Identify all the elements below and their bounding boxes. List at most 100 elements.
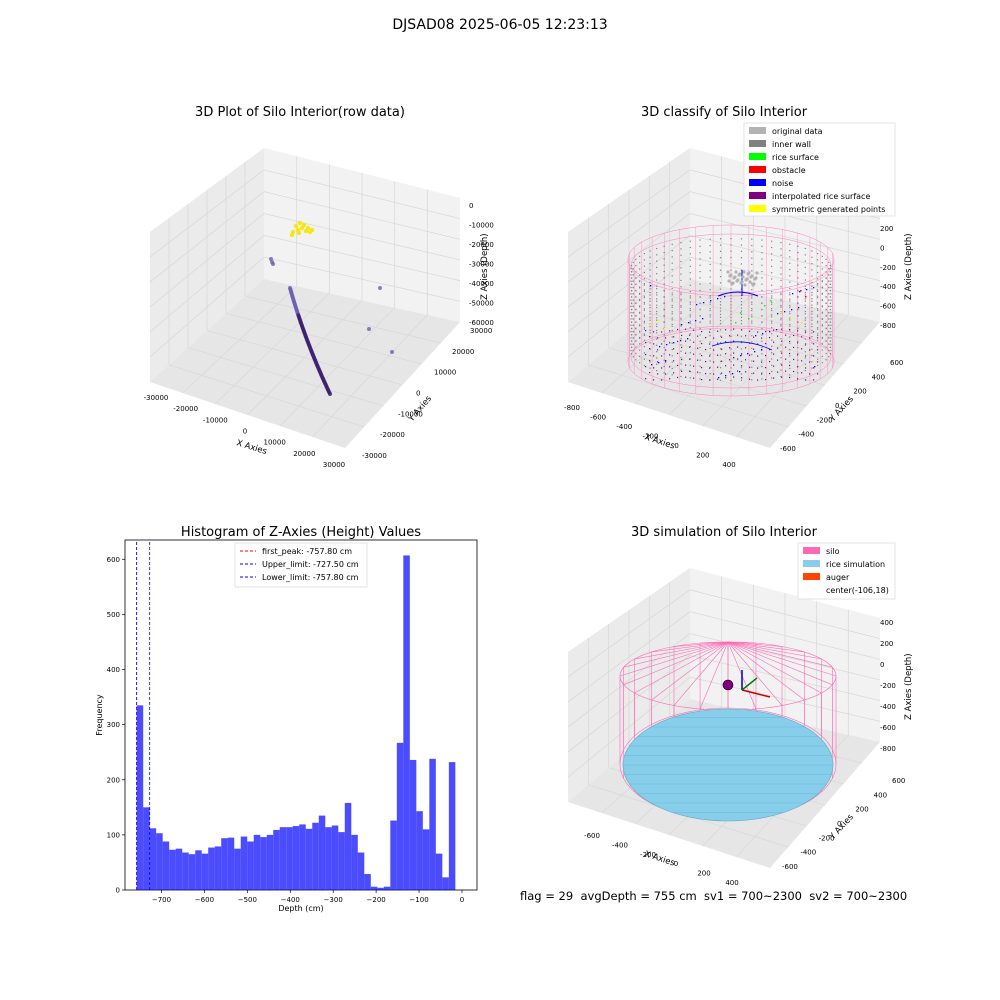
inner-wall-point [699, 308, 701, 310]
inner-wall-point [780, 317, 782, 319]
inner-wall-point [671, 262, 673, 264]
inner-wall-point [828, 312, 830, 314]
inner-wall-point [771, 278, 773, 280]
inner-wall-point [825, 277, 827, 279]
interpolated-point [729, 335, 731, 337]
inner-wall-point [821, 268, 823, 270]
interpolated-point [805, 367, 807, 369]
interpolated-point [665, 373, 667, 375]
inner-wall-point [630, 346, 633, 348]
panel1-y-tick-label: 20000 [452, 348, 474, 356]
inner-wall-point [709, 360, 711, 362]
inner-wall-point [699, 328, 701, 330]
inner-wall-point [689, 377, 691, 379]
panel-simulation: 3D simulation of Silo Interior silo rice … [567, 525, 914, 887]
inner-wall-point [771, 259, 773, 261]
inner-wall-point [821, 286, 823, 288]
noise-point [680, 340, 682, 342]
interpolated-point [789, 364, 791, 367]
inner-wall-point [797, 258, 799, 260]
noise-point [718, 377, 720, 379]
inner-wall-point [632, 286, 634, 289]
inner-wall-point [829, 264, 832, 267]
inner-wall-point [821, 318, 823, 320]
histogram-bar [344, 802, 352, 890]
interpolated-point [761, 361, 763, 363]
inner-wall-point [643, 295, 645, 297]
x-tick-label: −700 [152, 896, 171, 904]
inner-wall-point [719, 282, 722, 284]
inner-wall-point [639, 362, 641, 364]
data-point [328, 392, 332, 396]
histogram-bar [260, 837, 267, 890]
inner-wall-point [635, 334, 637, 336]
inner-wall-point [632, 343, 634, 345]
inner-wall-point [649, 342, 651, 344]
inner-wall-point [709, 309, 711, 312]
interpolated-point [729, 371, 731, 373]
histogram-bar [370, 886, 378, 890]
noise-point [695, 320, 697, 322]
inner-wall-point [780, 369, 782, 371]
inner-wall-point [680, 260, 682, 263]
interpolated-point [657, 373, 659, 375]
inner-wall-point [699, 365, 701, 368]
inner-wall-point [635, 265, 637, 267]
panel2-inner-wall-points [627, 225, 835, 396]
inner-wall-point [730, 379, 732, 382]
interpolated-point [709, 367, 711, 369]
interpolated-point [753, 336, 755, 338]
interpolated-point [725, 341, 727, 343]
interpolated-point [661, 343, 663, 345]
inner-wall-point [689, 240, 691, 242]
inner-wall-point [671, 300, 673, 302]
inner-wall-point [719, 329, 722, 331]
inner-wall-point [719, 238, 722, 240]
inner-wall-point [709, 297, 711, 299]
inner-wall-point [751, 314, 753, 316]
panel2-x-tick-label: -400 [616, 423, 632, 431]
noise-point [658, 362, 660, 364]
inner-wall-point [825, 290, 827, 292]
inner-wall-point [630, 296, 633, 298]
panel2-z-tick-label: -600 [880, 303, 896, 311]
inner-wall-point [630, 343, 632, 345]
inner-wall-point [639, 337, 641, 339]
interpolated-point [649, 360, 651, 362]
inner-wall-point [709, 244, 711, 247]
interpolated-point [753, 360, 755, 362]
inner-wall-point [797, 321, 799, 323]
interpolated-point [733, 352, 735, 354]
panel1-x-tick-label: -30000 [144, 394, 169, 402]
histogram-bar [396, 742, 404, 890]
inner-wall-point [643, 316, 645, 318]
inner-wall-point [709, 335, 711, 337]
inner-wall-point [797, 308, 799, 310]
panel2-title: 3D classify of Silo Interior [641, 105, 808, 120]
inner-wall-point [789, 323, 791, 325]
inner-wall-point [740, 294, 743, 297]
silo-roof-wire [727, 641, 805, 653]
inner-wall-point [656, 304, 658, 306]
inner-wall-point [761, 359, 763, 361]
interpolated-point [669, 378, 671, 380]
inner-wall-point [780, 311, 782, 313]
interpolated-point [741, 365, 743, 367]
inner-wall-point [829, 327, 832, 330]
inner-wall-point [689, 295, 691, 297]
inner-wall-point [656, 351, 658, 353]
inner-wall-point [635, 290, 637, 292]
inner-wall-point [643, 308, 645, 310]
inner-wall-point [699, 315, 701, 317]
panel2-y-tick-label: 600 [890, 359, 903, 367]
noise-point [665, 360, 667, 362]
panel2-x-tick-label: 200 [696, 452, 709, 460]
grid-line [567, 256, 691, 358]
noise-point [739, 371, 741, 373]
interpolated-point [785, 346, 787, 348]
inner-wall-point [771, 316, 773, 318]
panel4-z-tick-label: -400 [880, 703, 896, 711]
inner-wall-point [635, 340, 637, 342]
legend-label: Lower_limit: -757.80 cm [262, 573, 359, 582]
interpolated-point [757, 379, 759, 381]
